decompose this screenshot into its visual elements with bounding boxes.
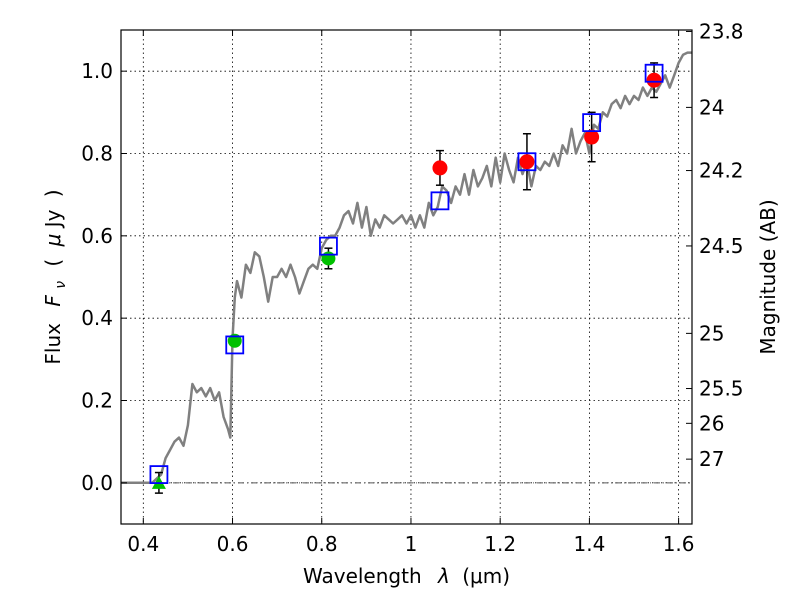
y-axis-label-prefix: Flux (41, 323, 65, 365)
magnitude-axis-label: Magnitude (AB) (756, 199, 780, 354)
x-tick-label: 1 (405, 532, 418, 556)
blue-square-point (319, 236, 338, 256)
x-tick-label: 1.6 (663, 532, 695, 556)
x-tick-label: 0.4 (127, 532, 159, 556)
magnitude-tick-label: 24.5 (699, 234, 744, 258)
blue-square-point (644, 63, 664, 83)
x-tick-label: 0.6 (217, 532, 249, 556)
y-tick-label: 0.4 (81, 306, 113, 330)
y-tick-label: 0.2 (81, 389, 113, 413)
blue-square-point (582, 113, 602, 133)
magnitude-tick-label: 25 (699, 321, 724, 345)
y-axis-label-open: ( (41, 259, 65, 267)
blue-square-point (430, 191, 450, 211)
model-spectrum-line (121, 51, 692, 485)
plot-frame (120, 29, 693, 525)
grid (121, 30, 692, 524)
magnitude-tick-label: 24 (699, 95, 724, 119)
y-axis-label-symbol: F (41, 295, 65, 307)
y-tick-label: 0.6 (81, 224, 113, 248)
blue-square-point (517, 152, 537, 172)
blue-square-point (149, 465, 169, 485)
magnitude-tick-label: 25.5 (699, 377, 744, 401)
ticks: 0.4 0.6 0.8 1 1.2 1.4 1.6 0.0 0.2 0.4 0.6 0.8 1.0 23.… (81, 19, 743, 556)
magnitude-tick-label: 27 (699, 447, 724, 471)
x-axis-label: Wavelength λ (μm) (303, 564, 510, 588)
y-axis-label-close: ) (41, 189, 65, 197)
y-tick-label: 0.0 (81, 471, 113, 495)
y-axis-label: Flux F ν ( μ Jy ) (41, 189, 70, 364)
magnitude-tick-label: 26 (699, 411, 724, 435)
blue-square-point (225, 335, 245, 355)
y-tick-label: 0.8 (81, 142, 113, 166)
red-circle-point (432, 160, 448, 176)
x-tick-label: 0.8 (306, 532, 338, 556)
y-tick-label: 1.0 (81, 59, 113, 83)
red-circle-point (646, 72, 662, 88)
green-circle-point (321, 251, 336, 266)
y-axis-label-unit: Jy (41, 209, 65, 229)
x-tick-label: 1.2 (484, 532, 516, 556)
magnitude-tick-label: 24.2 (699, 159, 744, 183)
red-circle-point (519, 154, 535, 170)
magnitude-tick-label: 23.8 (699, 19, 744, 43)
x-axis-label-word: Wavelength (303, 564, 422, 588)
photometry-markers (149, 63, 664, 489)
model-spectrum (121, 51, 692, 485)
x-tick-label: 1.4 (573, 532, 605, 556)
x-axis-label-unit: (μm) (462, 564, 510, 588)
y-axis-label-mu: μ (41, 234, 65, 248)
y-axis-label-subscript: ν (53, 281, 69, 289)
red-circle-point (584, 129, 600, 145)
x-axis-label-symbol: λ (437, 564, 450, 588)
